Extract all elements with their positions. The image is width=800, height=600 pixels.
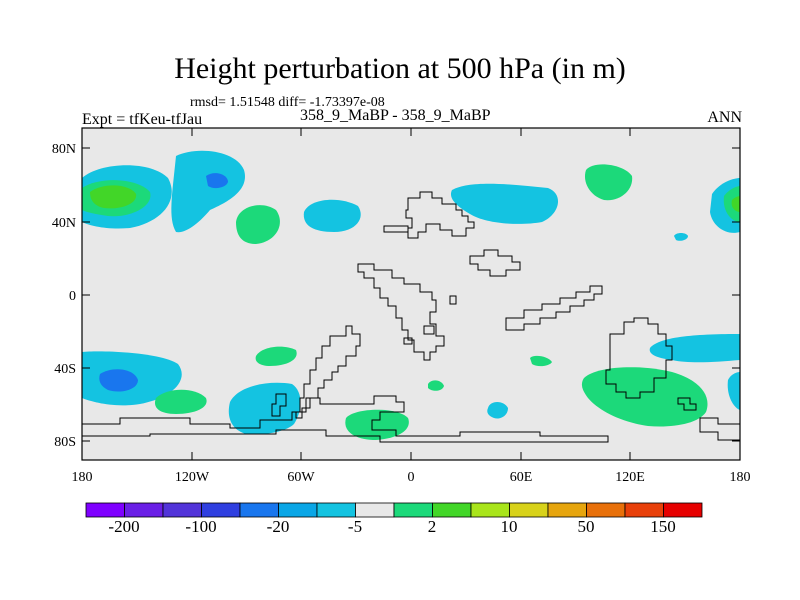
- blob-darkgreen: [90, 185, 137, 209]
- colorbar-swatch: [355, 502, 395, 518]
- plot-title: Height perturbation at 500 hPa (in m): [174, 52, 626, 85]
- lat-tick-label: 80N: [52, 142, 76, 157]
- colorbar-label: 2: [428, 517, 437, 536]
- colorbar-label: -200: [108, 517, 139, 536]
- blob-green: [581, 367, 708, 427]
- colorbar-swatch: [432, 502, 472, 518]
- colorbar-label: 10: [501, 517, 518, 536]
- blob-cyan: [487, 402, 508, 419]
- lat-tick-label: 40N: [52, 216, 76, 231]
- blob-green: [154, 389, 207, 414]
- colorbar-swatch: [624, 502, 664, 518]
- colorbar-label: -20: [267, 517, 290, 536]
- blob-blue: [99, 369, 138, 392]
- colorbar-swatch: [470, 502, 510, 518]
- blob-green: [255, 346, 297, 366]
- colorbar-swatch: [124, 502, 164, 518]
- colorbar-swatch: [586, 502, 626, 518]
- blob-cyan: [303, 199, 361, 232]
- blob-green: [428, 380, 444, 391]
- blob-cyan: [450, 183, 559, 224]
- coastlines: [81, 191, 741, 443]
- blob-green: [584, 164, 633, 201]
- axis-ticks: [81, 128, 741, 460]
- colorbar-swatch: [278, 502, 318, 518]
- blob-cyan: [171, 150, 246, 233]
- colorbar-swatch: [85, 502, 125, 518]
- stats-label: rmsd= 1.51548 diff= -1.73397e-08: [190, 95, 385, 110]
- lon-tick-label: 0: [408, 470, 415, 485]
- colorbar-label: 50: [578, 517, 595, 536]
- blob-green: [345, 409, 409, 440]
- colorbar-swatch: [201, 502, 241, 518]
- blob-cyan: [228, 382, 301, 435]
- season-label: ANN: [707, 109, 742, 126]
- experiment-label: Expt = tfKeu-tfJau: [82, 111, 203, 128]
- blob-cyan: [674, 233, 688, 241]
- lon-tick-label: 60W: [287, 470, 315, 485]
- lon-tick-label: 180: [730, 470, 751, 485]
- colorbar-swatch: [239, 502, 279, 518]
- colorbar: [85, 502, 703, 518]
- blob-darkgreen: [731, 196, 740, 212]
- map-panel: 80N 40N 0 40S 80S 180 120W 60W 0 60E 120…: [52, 127, 751, 485]
- contour-fills: [82, 150, 740, 440]
- blob-green: [530, 355, 552, 367]
- lon-tick-label: 180: [72, 470, 93, 485]
- colorbar-swatch: [663, 502, 703, 518]
- blob-cyan: [727, 372, 740, 410]
- lat-tick-label: 0: [69, 289, 76, 304]
- colorbar-labels: -200 -100 -20 -5 2 10 50 150: [108, 517, 675, 536]
- lat-tick-label: 40S: [54, 362, 76, 377]
- lon-tick-label: 120E: [615, 470, 645, 485]
- lon-tick-label: 60E: [510, 470, 533, 485]
- colorbar-swatch: [316, 502, 356, 518]
- lat-tick-label: 80S: [54, 435, 76, 450]
- colorbar-label: -5: [348, 517, 362, 536]
- colorbar-swatch: [547, 502, 587, 518]
- colorbar-swatch: [393, 502, 433, 518]
- blob-green: [236, 205, 280, 244]
- colorbar-swatch: [509, 502, 549, 518]
- colorbar-label: -100: [185, 517, 216, 536]
- colorbar-swatch: [162, 502, 202, 518]
- period-label: 358_9_MaBP - 358_9_MaBP: [300, 107, 491, 124]
- lon-tick-label: 120W: [175, 470, 210, 485]
- colorbar-label: 150: [650, 517, 676, 536]
- blob-blue: [206, 173, 228, 189]
